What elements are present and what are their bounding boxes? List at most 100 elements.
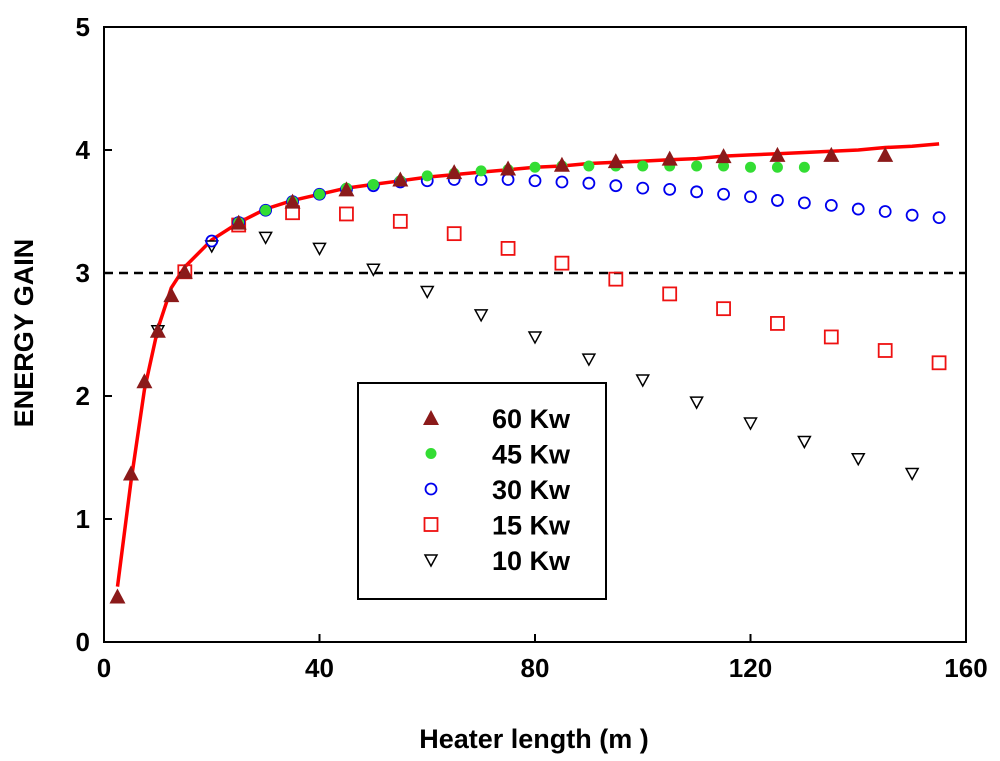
point-15-kw [770,316,785,331]
point-45-kw [637,160,649,172]
point-10-kw [581,353,597,367]
point-60-kw [149,322,166,338]
point-60-kw [163,287,180,303]
point-15-kw [392,213,408,229]
point-10-kw [850,452,866,467]
legend-item-30-kw: 30 Kw [424,475,571,505]
point-30-kw [205,234,219,248]
point-10-kw [366,263,381,277]
legend-label: 30 Kw [492,475,571,505]
point-30-kw [932,211,946,225]
point-60-kw [230,214,247,230]
legend-marker-15-kw [423,517,439,532]
point-10-kw [473,309,489,323]
point-45-kw [529,161,541,173]
point-60-kw [877,146,894,162]
point-15-kw [877,343,893,358]
ticks-layer: 0 40 80 120 160 0 1 2 3 4 5 [76,12,988,683]
y-tick-label: 1 [76,504,90,534]
point-60-kw [176,263,193,279]
point-30-kw [824,198,838,212]
point-10-kw [635,374,651,388]
point-30-kw [878,205,892,218]
point-30-kw [797,196,811,210]
y-tick-label: 3 [76,258,90,288]
point-45-kw [367,178,379,190]
legend-marker-60-kw [423,410,439,425]
point-60-kw [607,153,624,169]
point-45-kw [798,161,810,173]
point-15-kw [554,255,570,271]
point-60-kw [338,181,355,197]
point-45-kw [314,188,325,200]
point-10-kw [419,285,435,300]
point-30-kw [690,185,704,199]
legend-label: 45 Kw [492,440,571,470]
legend-label: 10 Kw [492,546,571,576]
point-60-kw [823,146,840,162]
y-tick-label: 5 [76,12,90,42]
x-axis-title: Heater length (m ) [419,724,649,754]
legend: 60 Kw 45 Kw 30 Kw 15 Kw 10 Kw [357,382,607,600]
legend-item-10-kw: 10 Kw [423,546,571,576]
point-60-kw [109,588,126,604]
point-60-kw [715,148,732,164]
x-tick-label: 160 [944,653,987,683]
point-15-kw [662,286,678,302]
x-tick-label: 120 [729,653,772,683]
x-tick-label: 0 [97,653,111,683]
point-45-kw [691,160,703,172]
point-45-kw [771,161,783,173]
point-60-kw [392,171,409,187]
point-15-kw [608,271,624,287]
series-10-kw [150,231,920,482]
point-60-kw [446,164,463,180]
point-10-kw [689,396,704,410]
point-30-kw [609,179,623,193]
legend-label: 15 Kw [492,511,571,541]
point-60-kw [122,465,139,481]
point-45-kw [718,160,730,172]
legend-marker-30-kw [424,482,438,496]
x-tick-label: 40 [305,653,334,683]
y-tick-label: 2 [76,381,90,411]
legend-marker-45-kw [425,448,437,459]
point-15-kw [931,355,947,371]
legend-items: 60 Kw 45 Kw 30 Kw 15 Kw 10 Kw [423,404,571,576]
point-30-kw [717,187,730,201]
point-30-kw [905,208,919,222]
point-30-kw [636,181,650,195]
point-60-kw [500,160,517,176]
point-10-kw [527,331,543,345]
point-15-kw [339,206,354,222]
point-60-kw [136,373,153,389]
point-60-kw [284,193,301,209]
point-30-kw [771,194,784,207]
point-15-kw [500,240,516,256]
point-45-kw [583,160,595,172]
point-45-kw [745,161,756,173]
y-tick-label: 4 [76,135,91,165]
point-10-kw [904,467,920,482]
point-45-kw [421,170,433,182]
point-60-kw [769,146,786,162]
point-30-kw [528,174,542,188]
legend-marker-10-kw [423,554,439,568]
point-10-kw [258,231,273,245]
point-30-kw [851,202,865,216]
series-60-kw [109,146,894,604]
point-45-kw [475,165,487,177]
legend-item-15-kw: 15 Kw [423,511,571,541]
point-30-kw [582,176,596,190]
point-15-kw [446,226,462,242]
point-45-kw [260,204,272,216]
fit-curve-layer [115,142,940,587]
legend-item-45-kw: 45 Kw [425,440,571,470]
y-tick-label: 0 [76,627,90,657]
point-15-kw [823,329,839,345]
x-tick-label: 80 [521,653,550,683]
fit-curve-line [115,142,940,587]
y-axis-title: ENERGY GAIN [9,239,39,428]
legend-box [357,382,607,600]
